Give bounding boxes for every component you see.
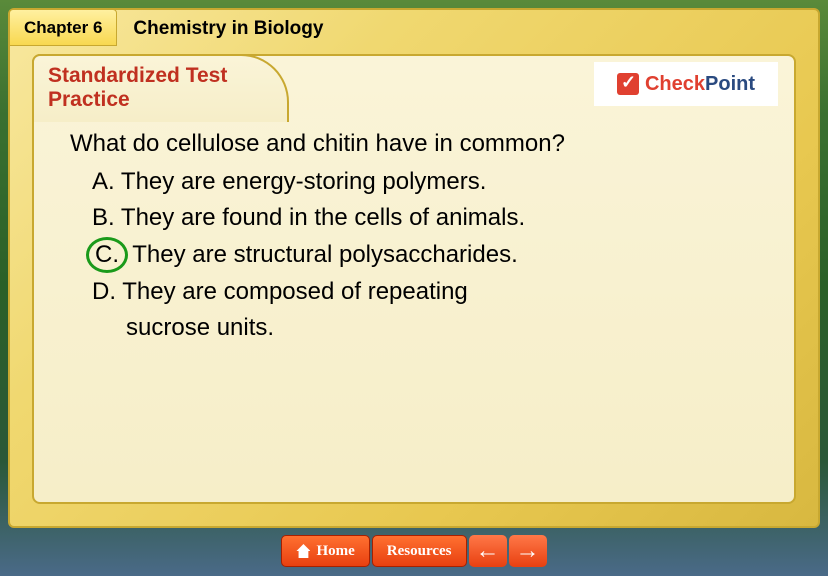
- option-letter: D.: [92, 278, 116, 305]
- checkpoint-badge: CheckPoint: [594, 62, 778, 106]
- content-area: What do cellulose and chitin have in com…: [70, 128, 758, 347]
- chapter-title: Chemistry in Biology: [117, 10, 818, 46]
- question-text: What do cellulose and chitin have in com…: [70, 128, 758, 160]
- arrow-left-icon: ←: [476, 537, 500, 565]
- option-c[interactable]: C. They are structural polysaccharides.: [92, 237, 758, 273]
- prev-arrow-button[interactable]: ←: [469, 535, 507, 567]
- section-heading-line1: Standardized Test: [48, 64, 227, 88]
- slide-frame: Chapter 6 Chemistry in Biology Standardi…: [8, 8, 820, 528]
- section-heading-line2: Practice: [48, 88, 227, 112]
- option-letter: B.: [92, 204, 115, 231]
- option-a[interactable]: A. They are energy-storing polymers.: [92, 166, 758, 198]
- home-label: Home: [316, 543, 354, 560]
- top-bar: Chapter 6 Chemistry in Biology: [10, 10, 818, 46]
- bottom-nav: Home Resources ← →: [0, 532, 828, 570]
- checkpoint-text: CheckPoint: [645, 73, 755, 96]
- chapter-tab: Chapter 6: [9, 9, 117, 46]
- home-button[interactable]: Home: [281, 535, 369, 567]
- checkmark-icon: [617, 73, 639, 95]
- resources-button[interactable]: Resources: [372, 535, 467, 567]
- option-text: They are found in the cells of animals.: [121, 204, 525, 231]
- option-d-continuation: sucrose units.: [92, 312, 758, 344]
- option-letter: A.: [92, 168, 115, 195]
- option-text: They are composed of repeating: [122, 278, 468, 305]
- options-list: A. They are energy-storing polymers. B. …: [70, 166, 758, 344]
- option-b[interactable]: B. They are found in the cells of animal…: [92, 202, 758, 234]
- checkpoint-point: Point: [705, 73, 755, 95]
- option-text: They are structural polysaccharides.: [132, 241, 518, 268]
- section-tab: Standardized Test Practice: [32, 54, 289, 122]
- content-panel: Standardized Test Practice CheckPoint Wh…: [32, 54, 796, 504]
- option-d[interactable]: D. They are composed of repeating: [92, 276, 758, 308]
- next-arrow-button[interactable]: →: [509, 535, 547, 567]
- resources-label: Resources: [387, 543, 452, 560]
- arrow-right-icon: →: [516, 537, 540, 565]
- option-text: They are energy-storing polymers.: [121, 168, 486, 195]
- option-letter-circled: C.: [86, 237, 128, 273]
- home-icon: [296, 544, 310, 558]
- checkpoint-check: Check: [645, 73, 705, 95]
